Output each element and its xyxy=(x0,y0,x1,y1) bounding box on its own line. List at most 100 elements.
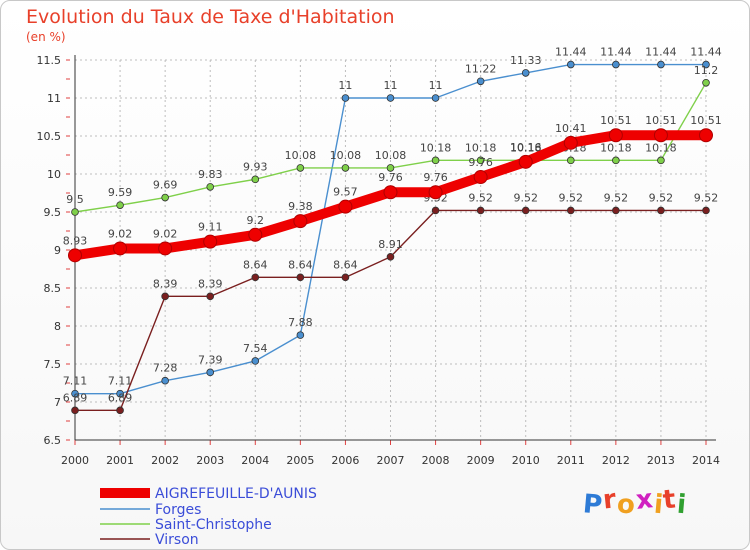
y-tick-label: 8 xyxy=(54,320,61,333)
y-tick-label: 7 xyxy=(54,396,61,409)
data-point-forges xyxy=(657,60,665,69)
x-tick-label: 2001 xyxy=(106,454,134,467)
data-point-virson xyxy=(657,206,665,215)
data-point-saint-christophe xyxy=(251,175,260,184)
data-label-aigrefeuille-d-aunis: 10.41 xyxy=(555,122,587,135)
legend-label: Forges xyxy=(155,502,201,518)
data-label-saint-christophe: 9.59 xyxy=(108,186,133,199)
data-point-aigrefeuille-d-aunis xyxy=(428,185,443,200)
data-label-virson: 6.89 xyxy=(108,391,133,404)
data-label-aigrefeuille-d-aunis: 9.2 xyxy=(247,214,265,227)
data-label-saint-christophe: 10.18 xyxy=(645,141,677,154)
data-label-forges: 11.44 xyxy=(645,46,677,59)
x-tick-label: 2004 xyxy=(241,454,269,467)
data-point-virson xyxy=(161,292,169,301)
data-label-aigrefeuille-d-aunis: 8.93 xyxy=(63,234,88,247)
data-label-virson: 9.52 xyxy=(649,191,674,204)
data-label-virson: 9.52 xyxy=(468,191,493,204)
data-label-forges: 7.88 xyxy=(288,316,313,329)
data-point-forges xyxy=(251,357,260,365)
data-label-aigrefeuille-d-aunis: 9.02 xyxy=(108,227,133,240)
data-point-virson xyxy=(431,206,440,215)
data-label-virson: 8.39 xyxy=(153,277,178,290)
data-point-saint-christophe xyxy=(386,164,395,172)
data-point-virson xyxy=(341,273,350,282)
data-label-virson: 9.52 xyxy=(513,191,538,204)
data-label-forges: 7.11 xyxy=(63,375,88,388)
data-point-aigrefeuille-d-aunis xyxy=(158,241,173,256)
y-tick-label: 6.5 xyxy=(44,434,62,447)
data-point-virson xyxy=(71,406,79,415)
data-point-saint-christophe xyxy=(612,156,620,165)
data-point-forges xyxy=(296,331,305,339)
data-label-saint-christophe: 9.83 xyxy=(198,168,223,181)
y-tick-label: 7.5 xyxy=(44,358,62,371)
chart-title: Evolution du Taux de Taxe d'Habitation xyxy=(26,6,395,28)
data-label-forges: 7.28 xyxy=(153,362,178,375)
data-label-saint-christophe: 10.08 xyxy=(330,149,362,162)
data-point-aigrefeuille-d-aunis xyxy=(68,248,82,263)
data-label-virson: 9.52 xyxy=(559,191,584,204)
data-point-forges xyxy=(612,60,620,69)
data-label-forges: 11.44 xyxy=(555,46,587,59)
x-tick-label: 2002 xyxy=(151,454,179,467)
data-point-virson xyxy=(566,206,575,215)
data-label-saint-christophe: 10.18 xyxy=(465,141,497,154)
data-label-forges: 11.22 xyxy=(465,62,497,75)
data-point-virson xyxy=(612,206,620,215)
data-point-aigrefeuille-d-aunis xyxy=(383,185,398,200)
legend-label: AIGREFEUILLE-D'AUNIS xyxy=(155,486,317,502)
data-label-forges: 11.33 xyxy=(510,54,542,67)
data-label-virson: 8.64 xyxy=(243,258,268,271)
data-point-aigrefeuille-d-aunis xyxy=(203,234,218,249)
y-tick-label: 10.5 xyxy=(37,130,62,143)
y-tick-label: 9 xyxy=(54,244,61,257)
data-point-aigrefeuille-d-aunis xyxy=(699,128,713,143)
data-label-aigrefeuille-d-aunis: 10.51 xyxy=(600,114,632,127)
data-label-forges: 11 xyxy=(338,79,352,92)
data-point-saint-christophe xyxy=(296,164,305,172)
data-label-virson: 9.52 xyxy=(694,191,719,204)
data-point-aigrefeuille-d-aunis xyxy=(608,128,623,143)
y-tick-label: 11.5 xyxy=(37,54,62,67)
x-tick-label: 2012 xyxy=(602,454,630,467)
data-point-saint-christophe xyxy=(116,201,124,209)
y-tick-label: 11 xyxy=(47,92,61,105)
x-tick-label: 2005 xyxy=(286,454,314,467)
data-label-virson: 8.39 xyxy=(198,277,223,290)
x-tick-label: 2007 xyxy=(377,454,405,467)
data-point-forges xyxy=(476,77,485,86)
y-tick-label: 8.5 xyxy=(44,282,62,295)
data-point-saint-christophe xyxy=(657,156,665,165)
data-point-aigrefeuille-d-aunis xyxy=(248,227,263,242)
x-tick-label: 2008 xyxy=(422,454,450,467)
data-label-saint-christophe: 10.18 xyxy=(420,141,452,154)
data-label-aigrefeuille-d-aunis: 9.57 xyxy=(333,186,358,199)
data-label-aigrefeuille-d-aunis: 9.76 xyxy=(423,171,448,184)
data-label-aigrefeuille-d-aunis: 9.02 xyxy=(153,227,178,240)
x-tick-label: 2000 xyxy=(61,454,89,467)
data-point-saint-christophe xyxy=(476,156,485,165)
data-label-aigrefeuille-d-aunis: 10.51 xyxy=(690,114,722,127)
unit-label: (en %) xyxy=(26,30,66,44)
data-point-aigrefeuille-d-aunis xyxy=(113,241,128,256)
data-point-aigrefeuille-d-aunis xyxy=(518,154,533,169)
data-point-forges xyxy=(431,94,440,102)
data-point-virson xyxy=(476,206,485,215)
data-point-aigrefeuille-d-aunis xyxy=(293,214,308,229)
data-point-forges xyxy=(521,69,530,77)
data-label-virson: 8.64 xyxy=(333,258,358,271)
data-point-forges xyxy=(116,389,124,398)
data-point-forges xyxy=(71,389,79,398)
data-point-forges xyxy=(386,94,395,102)
data-point-saint-christophe xyxy=(566,156,575,165)
data-label-forges: 11 xyxy=(429,79,443,92)
data-label-virson: 9.52 xyxy=(604,191,629,204)
data-point-forges xyxy=(206,368,215,377)
x-tick-label: 2006 xyxy=(331,454,359,467)
x-tick-label: 2003 xyxy=(196,454,224,467)
data-label-aigrefeuille-d-aunis: 9.38 xyxy=(288,200,313,213)
x-tick-label: 2013 xyxy=(647,454,675,467)
data-point-aigrefeuille-d-aunis xyxy=(473,170,488,185)
data-label-virson: 6.89 xyxy=(63,391,88,404)
